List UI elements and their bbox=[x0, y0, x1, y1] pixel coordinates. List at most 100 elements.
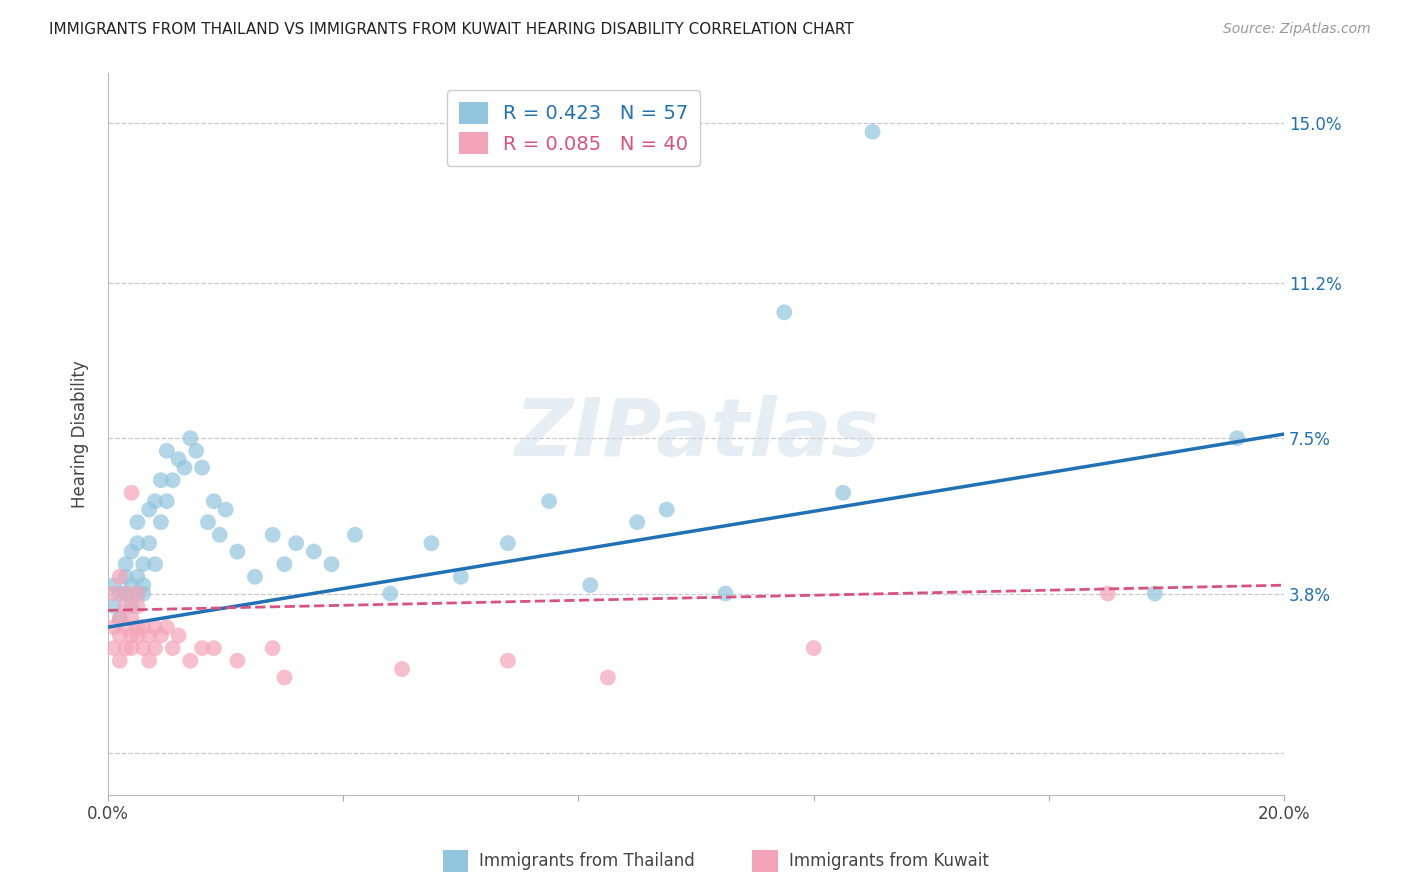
Point bbox=[197, 515, 219, 529]
Point bbox=[391, 662, 413, 676]
Point bbox=[156, 620, 179, 634]
Point bbox=[114, 557, 136, 571]
Point bbox=[1097, 586, 1119, 600]
Point bbox=[496, 654, 519, 668]
Point bbox=[655, 502, 678, 516]
Y-axis label: Hearing Disability: Hearing Disability bbox=[72, 360, 89, 508]
Point bbox=[108, 586, 131, 600]
Point bbox=[191, 641, 214, 656]
Point bbox=[803, 641, 825, 656]
Point bbox=[121, 578, 143, 592]
Point bbox=[202, 641, 225, 656]
Point bbox=[191, 460, 214, 475]
Point bbox=[149, 473, 172, 487]
Point bbox=[103, 599, 125, 614]
Point bbox=[138, 628, 160, 642]
Point bbox=[114, 599, 136, 614]
Point bbox=[450, 570, 472, 584]
Point bbox=[127, 586, 149, 600]
Point bbox=[262, 641, 284, 656]
Point bbox=[121, 641, 143, 656]
Point bbox=[596, 671, 619, 685]
Text: Immigrants from Thailand: Immigrants from Thailand bbox=[479, 852, 695, 871]
Point bbox=[285, 536, 308, 550]
Text: ZIPatlas: ZIPatlas bbox=[513, 395, 879, 473]
Point bbox=[132, 586, 155, 600]
Point bbox=[108, 628, 131, 642]
Point bbox=[832, 485, 855, 500]
Point bbox=[114, 570, 136, 584]
Point bbox=[208, 528, 231, 542]
Point bbox=[132, 557, 155, 571]
Point bbox=[143, 641, 166, 656]
Point bbox=[127, 628, 149, 642]
Point bbox=[302, 544, 325, 558]
Point bbox=[149, 515, 172, 529]
Point bbox=[321, 557, 343, 571]
Point bbox=[132, 578, 155, 592]
Point bbox=[138, 654, 160, 668]
Point bbox=[138, 502, 160, 516]
Text: IMMIGRANTS FROM THAILAND VS IMMIGRANTS FROM KUWAIT HEARING DISABILITY CORRELATIO: IMMIGRANTS FROM THAILAND VS IMMIGRANTS F… bbox=[49, 22, 853, 37]
Point bbox=[108, 612, 131, 626]
Point bbox=[138, 536, 160, 550]
Point bbox=[143, 557, 166, 571]
Point bbox=[162, 641, 184, 656]
Point bbox=[862, 125, 884, 139]
Point bbox=[143, 620, 166, 634]
Legend: R = 0.423   N = 57, R = 0.085   N = 40: R = 0.423 N = 57, R = 0.085 N = 40 bbox=[447, 90, 700, 166]
Point bbox=[121, 628, 143, 642]
Point bbox=[114, 620, 136, 634]
Point bbox=[1143, 586, 1166, 600]
Point bbox=[103, 620, 125, 634]
Point bbox=[121, 612, 143, 626]
Point bbox=[496, 536, 519, 550]
Point bbox=[343, 528, 366, 542]
Point bbox=[156, 443, 179, 458]
Point bbox=[202, 494, 225, 508]
Point bbox=[226, 544, 249, 558]
Text: Immigrants from Kuwait: Immigrants from Kuwait bbox=[789, 852, 988, 871]
Point bbox=[179, 654, 201, 668]
Point bbox=[127, 599, 149, 614]
Point bbox=[114, 641, 136, 656]
Point bbox=[143, 494, 166, 508]
Point bbox=[380, 586, 402, 600]
Point bbox=[1226, 431, 1249, 445]
Point bbox=[273, 557, 295, 571]
Point bbox=[149, 628, 172, 642]
Point bbox=[114, 586, 136, 600]
Point bbox=[167, 628, 190, 642]
Point bbox=[121, 544, 143, 558]
Point bbox=[173, 460, 195, 475]
Point bbox=[108, 654, 131, 668]
Point bbox=[167, 452, 190, 467]
Point bbox=[179, 431, 201, 445]
Point bbox=[132, 641, 155, 656]
Point bbox=[773, 305, 796, 319]
Point bbox=[273, 671, 295, 685]
Point bbox=[162, 473, 184, 487]
Point bbox=[108, 612, 131, 626]
Point bbox=[262, 528, 284, 542]
Point bbox=[127, 586, 149, 600]
Point bbox=[121, 485, 143, 500]
Point bbox=[103, 586, 125, 600]
Point bbox=[114, 586, 136, 600]
Point bbox=[127, 536, 149, 550]
Point bbox=[579, 578, 602, 592]
Point bbox=[214, 502, 236, 516]
Point bbox=[103, 641, 125, 656]
Point bbox=[714, 586, 737, 600]
Point bbox=[243, 570, 266, 584]
Point bbox=[156, 494, 179, 508]
Point bbox=[103, 578, 125, 592]
Point bbox=[127, 515, 149, 529]
Point bbox=[127, 570, 149, 584]
Point bbox=[226, 654, 249, 668]
Point bbox=[420, 536, 443, 550]
Point bbox=[626, 515, 648, 529]
Point bbox=[132, 620, 155, 634]
Point bbox=[127, 620, 149, 634]
Point bbox=[108, 570, 131, 584]
